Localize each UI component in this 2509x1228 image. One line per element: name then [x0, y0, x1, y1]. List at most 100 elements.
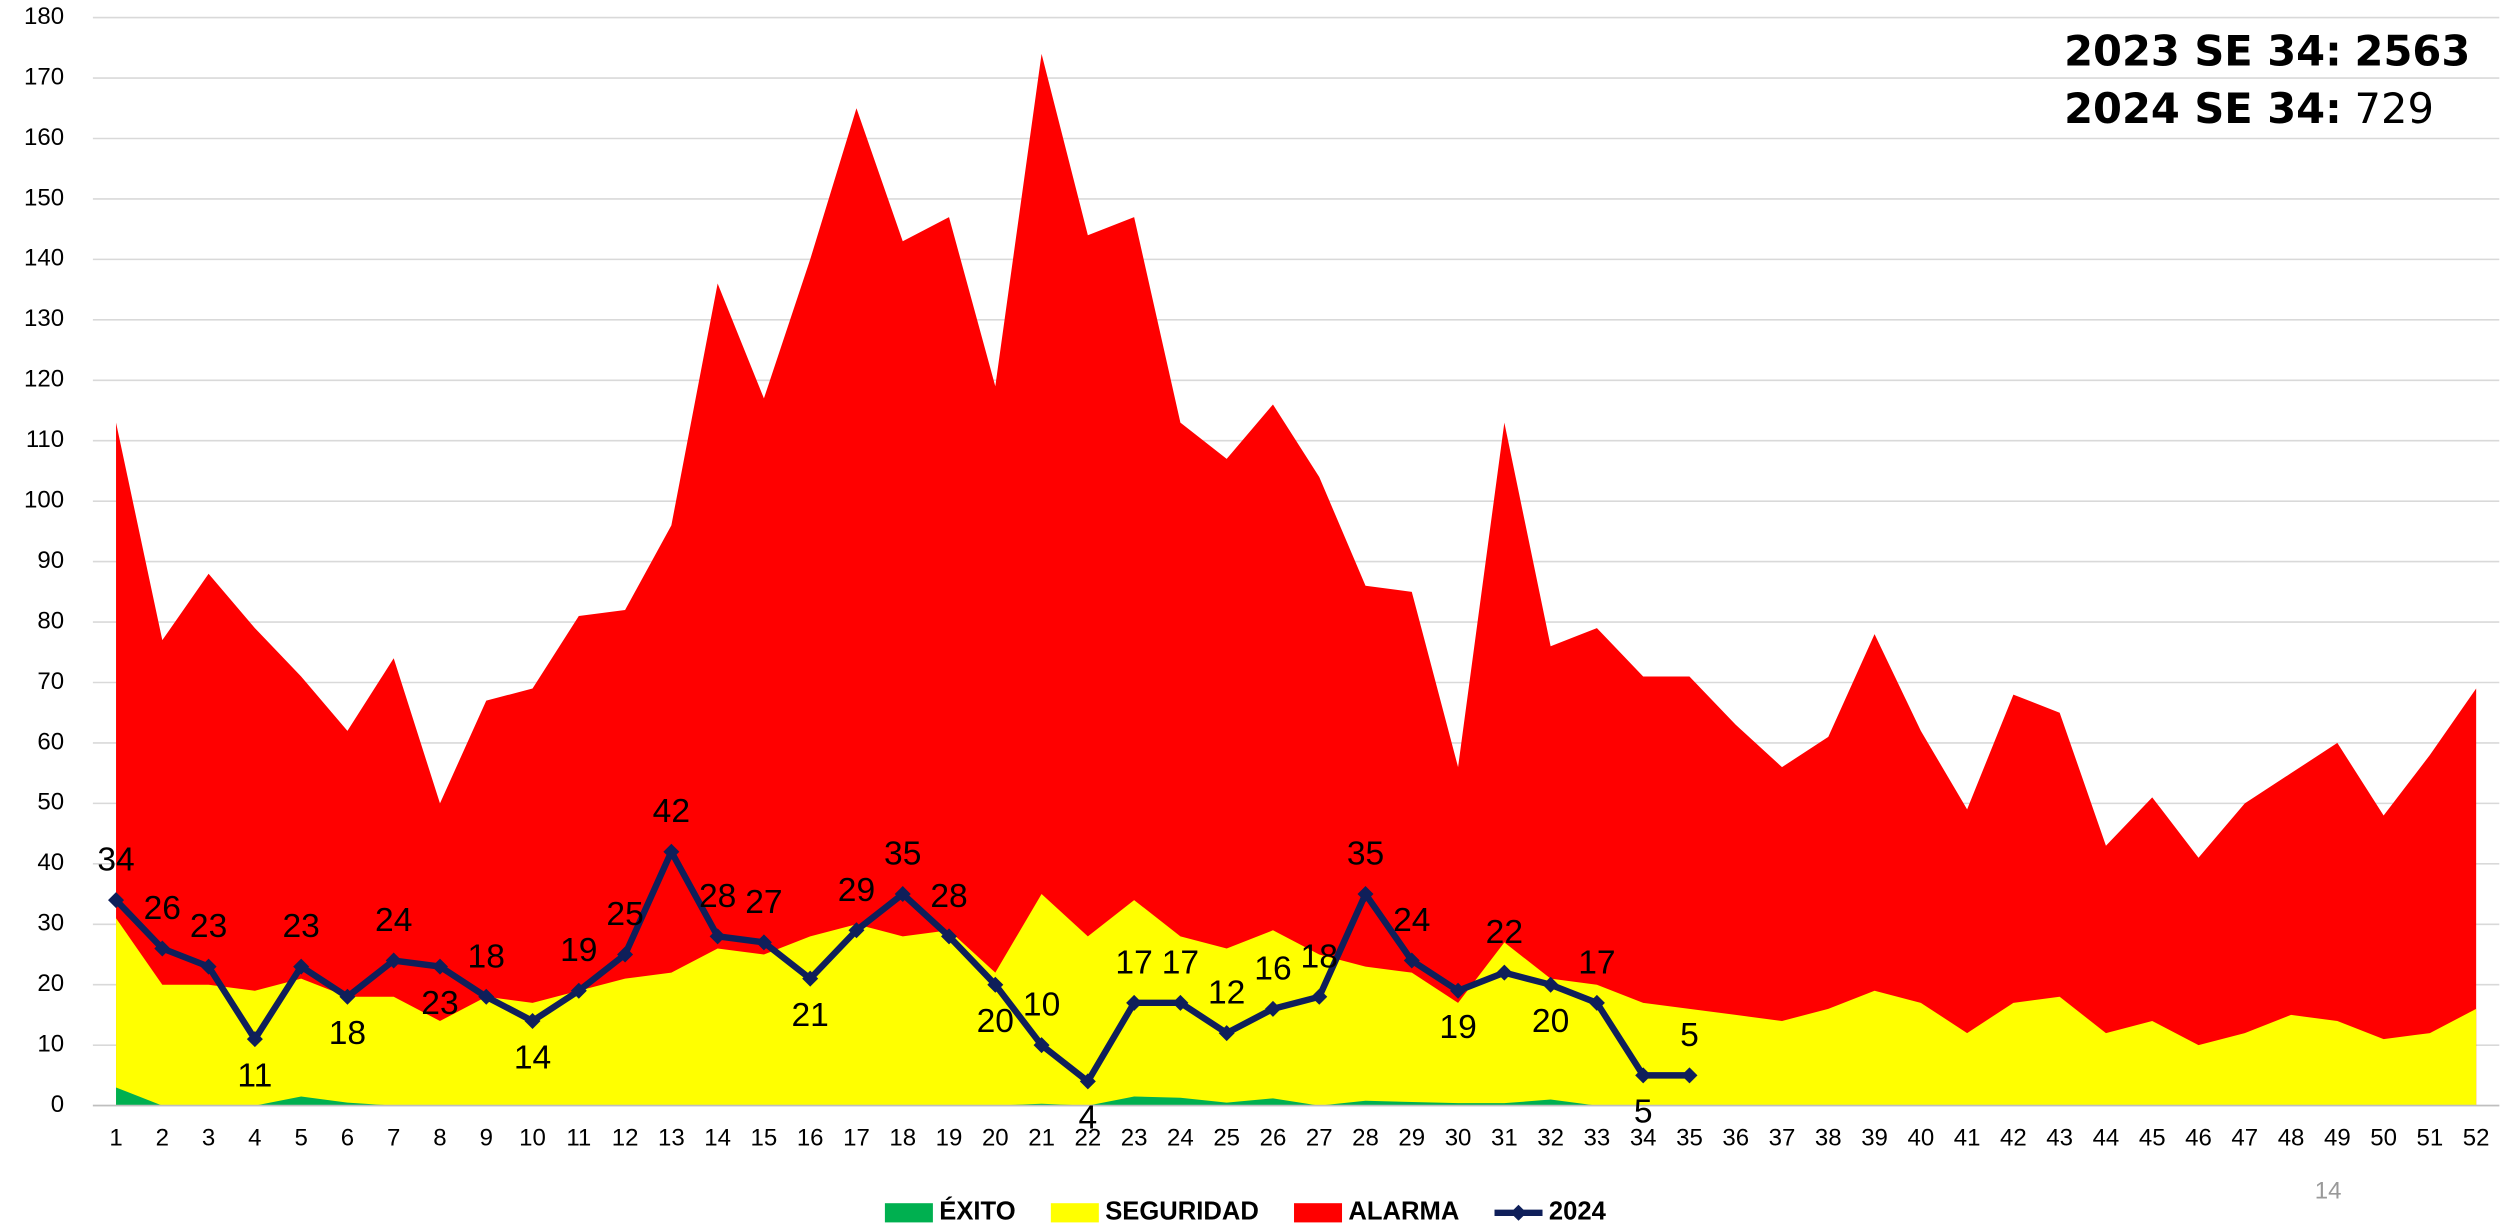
data-label: 21 [792, 997, 829, 1034]
x-tick-label: 28 [1352, 1125, 1379, 1152]
x-tick-label: 2 [156, 1125, 169, 1152]
line-marker [709, 928, 726, 945]
x-tick-label: 10 [519, 1125, 546, 1152]
y-tick-label: 80 [37, 607, 64, 634]
line-marker [894, 886, 911, 903]
data-label: 23 [282, 908, 319, 945]
x-tick-label: 11 [566, 1125, 591, 1152]
data-label: 16 [1254, 950, 1291, 987]
data-label: 5 [1680, 1017, 1699, 1054]
x-tick-label: 9 [480, 1125, 493, 1152]
line-marker [848, 922, 865, 939]
x-tick-label: 27 [1306, 1125, 1333, 1152]
data-label: 17 [1162, 944, 1199, 981]
x-tick-label: 42 [2000, 1125, 2027, 1152]
line-marker [570, 982, 587, 999]
annotation: 2023 SE 34: 2563 [2064, 26, 2470, 75]
x-tick-label: 16 [797, 1125, 824, 1152]
data-label: 20 [1532, 1003, 1569, 1040]
data-label: 11 [237, 1057, 272, 1094]
line-marker [524, 1012, 541, 1029]
x-tick-label: 1 [109, 1125, 122, 1152]
data-label: 23 [421, 985, 458, 1022]
line-marker [1450, 982, 1467, 999]
line-marker [385, 952, 402, 969]
x-tick-label: 4 [248, 1125, 261, 1152]
line-marker [339, 988, 356, 1005]
line-marker [1218, 1025, 1235, 1042]
annotation-label: 2024 SE 34: [2064, 84, 2342, 133]
x-tick-label: 49 [2324, 1125, 2351, 1152]
y-tick-label: 160 [24, 124, 64, 151]
line-marker [755, 934, 772, 951]
y-tick-label: 140 [24, 245, 64, 272]
x-tick-label: 47 [2231, 1125, 2258, 1152]
data-label: 10 [1023, 987, 1060, 1024]
legend-label: ÉXITO [939, 1197, 1015, 1226]
x-tick-label: 23 [1121, 1125, 1148, 1152]
data-label: 17 [1578, 944, 1615, 981]
y-tick-label: 40 [37, 849, 64, 876]
data-label: 19 [1439, 1009, 1476, 1046]
y-tick-label: 120 [24, 366, 64, 393]
line-marker [663, 843, 680, 860]
legend-swatch [884, 1203, 933, 1223]
y-tick-label: 100 [24, 486, 64, 513]
y-tick-label: 180 [24, 3, 64, 30]
data-label: 28 [930, 878, 967, 915]
x-tick-label: 15 [751, 1125, 778, 1152]
data-label: 14 [514, 1039, 551, 1076]
x-tick-label: 48 [2278, 1125, 2305, 1152]
x-tick-label: 6 [341, 1125, 354, 1152]
data-label: 18 [1301, 938, 1338, 975]
line-marker [1681, 1067, 1698, 1084]
line-marker [1079, 1073, 1096, 1090]
line-marker [1496, 964, 1513, 981]
x-tick-label: 33 [1584, 1125, 1611, 1152]
x-tick-label: 37 [1769, 1125, 1796, 1152]
x-tick-label: 29 [1398, 1125, 1425, 1152]
legend-item: ÉXITO [884, 1197, 1016, 1226]
data-label: 22 [1486, 914, 1523, 951]
line-marker [293, 958, 310, 975]
legend-swatch [1050, 1203, 1099, 1223]
line-marker [1588, 994, 1605, 1011]
data-label: 18 [468, 938, 505, 975]
line-marker [200, 958, 217, 975]
x-tick-label: 40 [1907, 1125, 1934, 1152]
x-tick-label: 44 [2093, 1125, 2120, 1152]
x-tick-label: 51 [2417, 1125, 2444, 1152]
line-marker [478, 988, 495, 1005]
data-label: 24 [375, 902, 412, 939]
line-marker [802, 970, 819, 987]
y-tick-label: 150 [24, 184, 64, 211]
x-tick-label: 41 [1954, 1125, 1981, 1152]
annotation-value: 729 [2355, 84, 2434, 133]
data-label: 34 [97, 842, 134, 879]
line-marker [1403, 952, 1420, 969]
data-label: 27 [745, 884, 782, 921]
x-tick-label: 45 [2139, 1125, 2166, 1152]
x-tick-label: 50 [2370, 1125, 2397, 1152]
y-tick-label: 60 [37, 728, 64, 755]
legend-item: 2024 [1494, 1198, 1607, 1226]
data-label: 5 [1634, 1094, 1653, 1131]
legend-label: ALARMA [1348, 1198, 1459, 1226]
x-tick-label: 18 [889, 1125, 916, 1152]
x-tick-label: 35 [1676, 1125, 1703, 1152]
x-tick-label: 12 [612, 1125, 639, 1152]
x-tick-label: 43 [2046, 1125, 2073, 1152]
x-tick-label: 8 [433, 1125, 446, 1152]
legend-item: SEGURIDAD [1050, 1198, 1259, 1226]
annotation-value: 2563 [2355, 26, 2471, 75]
x-tick-label: 34 [1630, 1125, 1657, 1152]
legend-swatch [1510, 1204, 1527, 1221]
y-tick-label: 170 [24, 63, 64, 90]
x-tick-label: 22 [1075, 1125, 1102, 1152]
y-tick-label: 110 [26, 426, 64, 453]
x-tick-label: 21 [1028, 1125, 1055, 1152]
data-label: 24 [1393, 902, 1430, 939]
x-tick-label: 13 [658, 1125, 685, 1152]
line-marker [154, 940, 171, 957]
